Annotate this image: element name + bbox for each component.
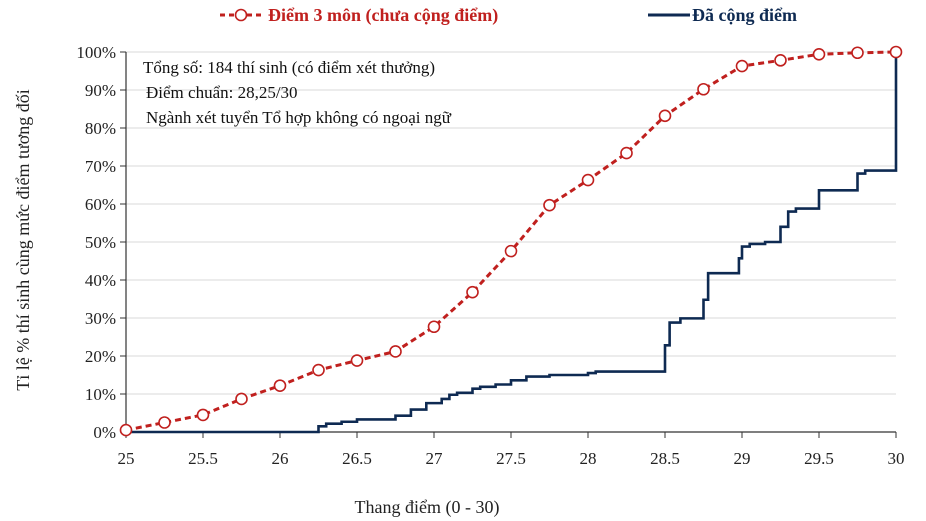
legend-marker-series-1: [234, 8, 248, 22]
y-tick-label-10: 100%: [76, 43, 116, 62]
y-tick-label-0: 0%: [93, 423, 116, 442]
y-tick-label-7: 70%: [85, 157, 116, 176]
x-tick-label-7: 28.5: [650, 449, 680, 468]
x-tick-label-2: 26: [272, 449, 289, 468]
x-axis-label: Thang điểm (0 - 30): [355, 497, 500, 518]
x-tick-label-6: 28: [580, 449, 597, 468]
series-line-da-cong-diem: [126, 52, 898, 434]
annotation-major: Ngành xét tuyển Tổ hợp không có ngoại ng…: [146, 108, 452, 127]
series-point-diem-3-mon-10: [504, 244, 518, 258]
y-tick-label-8: 80%: [85, 119, 116, 138]
annotation-cutoff: Điểm chuẩn: 28,25/30: [146, 83, 298, 102]
y-tick-label-6: 60%: [85, 195, 116, 214]
y-tick-label-1: 10%: [85, 385, 116, 404]
series-point-diem-3-mon-12: [581, 173, 595, 187]
plot-area: [119, 45, 903, 437]
y-tick-label-4: 40%: [85, 271, 116, 290]
x-tick-label-10: 30: [888, 449, 905, 468]
legend: Điểm 3 môn (chưa cộng điểm) Đã cộng điểm: [220, 5, 797, 26]
x-tick-labels: 25 25.5 26 26.5 27 27.5 28 28.5 29 29.5 30: [118, 449, 905, 468]
x-tick-label-0: 25: [118, 449, 135, 468]
annotation-box: Tổng số: 184 thí sinh (có điểm xét thưởn…: [143, 58, 452, 127]
series-point-diem-3-mon-14: [658, 109, 672, 123]
x-tick-label-4: 27: [426, 449, 444, 468]
series-point-diem-3-mon-8: [427, 320, 441, 334]
y-tick-label-5: 50%: [85, 233, 116, 252]
legend-item-series-1: Điểm 3 môn (chưa cộng điểm): [220, 5, 498, 26]
y-axis-label: Tỉ lệ % thí sinh cùng mức điểm tương đối: [13, 89, 33, 391]
x-tick-label-3: 26.5: [342, 449, 372, 468]
series-point-diem-3-mon-17: [774, 54, 787, 67]
series-point-diem-3-mon-1: [158, 416, 171, 429]
legend-item-series-2: Đã cộng điểm: [648, 5, 797, 25]
y-tick-labels: 0% 10% 20% 30% 40% 50% 60% 70% 80% 90% 100%: [76, 43, 116, 442]
annotation-total: Tổng số: 184 thí sinh (có điểm xét thưởn…: [143, 58, 435, 77]
y-tick-label-3: 30%: [85, 309, 116, 328]
legend-label-series-2: Đã cộng điểm: [692, 5, 797, 25]
series-point-diem-3-mon-7: [389, 345, 402, 358]
x-tick-label-5: 27.5: [496, 449, 526, 468]
series-point-diem-3-mon-18: [812, 47, 826, 61]
series-point-diem-3-mon-5: [312, 363, 325, 377]
series-point-diem-3-mon-3: [235, 392, 248, 406]
x-tick-label-1: 25.5: [188, 449, 218, 468]
series-point-diem-3-mon-6: [350, 354, 364, 367]
x-tick-label-8: 29: [734, 449, 751, 468]
series-point-diem-3-mon-4: [273, 379, 287, 392]
series-point-diem-3-mon-20: [889, 45, 903, 59]
series-point-diem-3-mon-15: [697, 82, 710, 96]
series-point-diem-3-mon-16: [735, 59, 749, 73]
series-point-diem-3-mon-0: [119, 423, 133, 437]
y-tick-label-9: 90%: [85, 81, 116, 100]
legend-label-series-1: Điểm 3 môn (chưa cộng điểm): [268, 5, 498, 26]
y-tick-label-2: 20%: [85, 347, 116, 366]
series-point-diem-3-mon-11: [543, 198, 556, 212]
x-tick-label-9: 29.5: [804, 449, 834, 468]
series-point-diem-3-mon-9: [466, 285, 479, 299]
series-point-diem-3-mon-13: [620, 146, 633, 160]
series-point-diem-3-mon-2: [196, 408, 210, 422]
gridlines: [126, 51, 896, 395]
series-point-diem-3-mon-19: [851, 46, 864, 60]
